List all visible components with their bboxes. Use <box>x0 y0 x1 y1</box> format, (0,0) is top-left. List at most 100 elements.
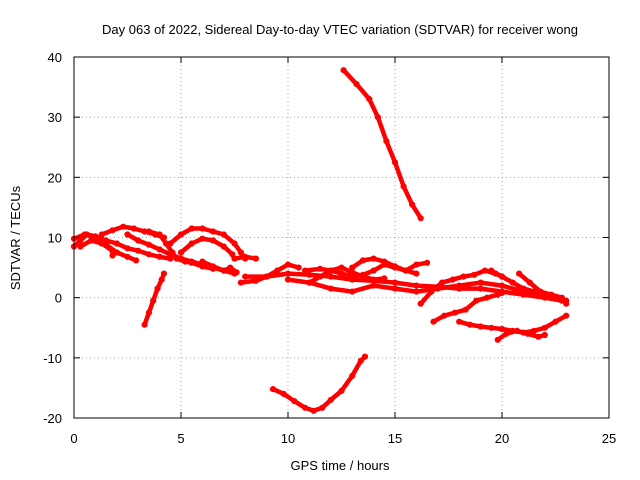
data-point <box>370 267 377 274</box>
data-point <box>130 225 137 232</box>
data-point <box>563 300 570 307</box>
data-point <box>88 237 95 244</box>
data-point <box>306 279 313 286</box>
data-point <box>302 404 309 411</box>
data-point <box>417 215 424 222</box>
data-point <box>400 183 407 190</box>
data-point <box>417 300 424 307</box>
data-point <box>220 243 227 250</box>
data-point <box>124 231 131 238</box>
data-point <box>199 258 206 265</box>
x-axis-label: GPS time / hours <box>291 458 390 473</box>
chart-title: Day 063 of 2022, Sidereal Day-to-day VTE… <box>102 22 578 37</box>
data-point <box>109 252 116 259</box>
y-tick-label: 0 <box>55 291 62 306</box>
data-point <box>210 263 217 270</box>
series-track-13 <box>245 271 563 303</box>
data-point <box>449 276 456 283</box>
data-point <box>338 387 345 394</box>
data-point <box>188 259 195 266</box>
x-tick-label: 15 <box>388 431 402 446</box>
data-point <box>340 67 347 74</box>
data-point <box>284 261 292 268</box>
data-point <box>370 276 377 283</box>
data-point <box>462 306 469 313</box>
data-point <box>441 312 448 319</box>
data-point <box>160 270 167 277</box>
data-point <box>357 357 364 364</box>
data-point <box>242 253 249 260</box>
data-point <box>488 267 495 274</box>
data-point <box>516 270 523 277</box>
data-point <box>156 231 163 238</box>
series-track-18 <box>341 68 423 220</box>
data-point <box>233 269 240 276</box>
data-point <box>327 285 334 292</box>
data-point <box>133 257 140 264</box>
data-point <box>391 285 399 292</box>
data-point <box>145 241 152 248</box>
data-point <box>150 297 157 304</box>
data-point <box>498 273 506 280</box>
y-tick-label: 10 <box>48 231 62 246</box>
x-axis: 0 5 10 15 20 25 <box>70 57 616 446</box>
data-point <box>366 96 373 103</box>
data-point <box>481 267 488 274</box>
data-point <box>498 282 506 289</box>
data-point <box>327 267 334 274</box>
data-point <box>537 288 544 295</box>
data-point <box>473 297 480 304</box>
data-point <box>513 327 521 334</box>
data-point <box>182 258 189 265</box>
x-tick-label: 5 <box>177 431 184 446</box>
data-point <box>488 324 495 331</box>
data-point <box>477 285 484 292</box>
data-point <box>210 228 217 235</box>
data-point <box>188 225 195 232</box>
data-point <box>220 231 227 238</box>
data-point <box>338 270 345 277</box>
data-point <box>231 255 238 262</box>
x-tick-label: 10 <box>281 431 295 446</box>
data-point <box>274 267 281 274</box>
data-point <box>424 259 431 266</box>
data-point <box>291 398 298 405</box>
data-point <box>466 321 473 328</box>
data-point <box>413 282 420 289</box>
data-point <box>252 277 259 284</box>
data-point <box>477 323 484 330</box>
data-point <box>558 294 566 301</box>
x-tick-label: 20 <box>495 431 509 446</box>
data-point <box>154 285 161 292</box>
data-point <box>177 231 185 238</box>
data-point <box>526 279 533 286</box>
data-point <box>498 325 506 333</box>
data-point <box>359 257 366 264</box>
data-point <box>210 237 217 244</box>
data-point <box>302 267 309 274</box>
data-point <box>349 264 356 271</box>
data-point <box>158 276 165 283</box>
data-point <box>317 273 324 280</box>
data-point <box>359 273 366 280</box>
data-point <box>353 81 360 88</box>
data-point <box>310 407 317 414</box>
data-point <box>327 396 334 403</box>
data-point <box>269 386 277 393</box>
data-point <box>477 279 484 286</box>
y-tick-label: 40 <box>48 50 62 65</box>
grid <box>74 57 609 418</box>
data-point <box>173 255 180 262</box>
data-point <box>295 264 302 271</box>
y-axis-label: SDTVAR / TECUs <box>8 185 23 290</box>
data-point <box>145 228 152 235</box>
data-point <box>237 279 244 286</box>
data-point <box>391 159 399 166</box>
data-point <box>327 273 334 280</box>
data-point <box>77 243 84 250</box>
data-point <box>456 282 463 289</box>
data-point <box>535 333 542 340</box>
data-point <box>135 247 142 254</box>
x-tick-label: 25 <box>602 431 616 446</box>
